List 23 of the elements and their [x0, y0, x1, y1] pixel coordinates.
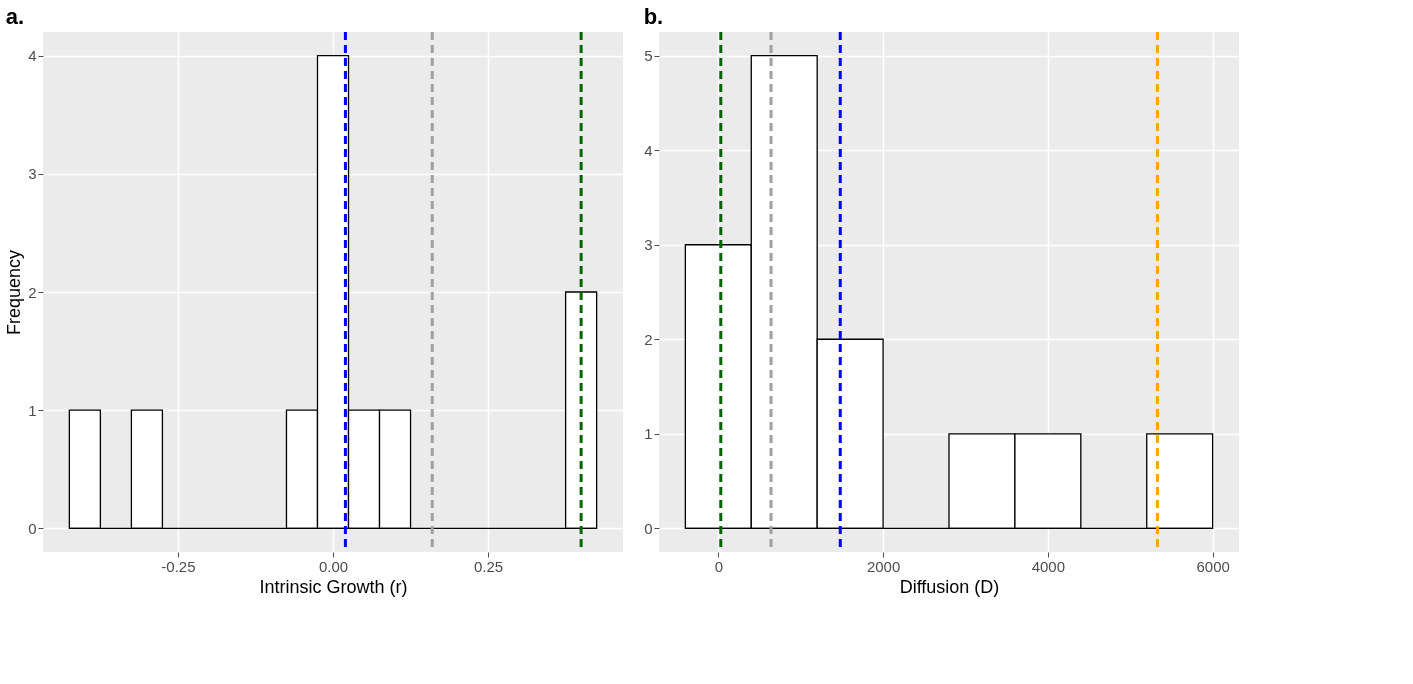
x-axis-title: Intrinsic Growth (r) — [259, 576, 408, 597]
x-tick-label: 6000 — [1196, 557, 1230, 575]
x-tick-label: 0.25 — [473, 557, 504, 575]
x-tick-label: 4000 — [1031, 557, 1066, 575]
x-tick-label: 0.00 — [318, 557, 349, 575]
y-tick-label: 5 — [644, 47, 653, 65]
y-tick-label: 3 — [644, 236, 653, 254]
y-tick-label: 4 — [28, 47, 37, 65]
y-tick-label: 0 — [644, 519, 653, 537]
x-tick-label: 2000 — [866, 557, 901, 575]
x-tick-label: 0 — [714, 557, 723, 575]
y-tick-label: 2 — [644, 330, 653, 348]
chart-title: b. — [643, 3, 664, 29]
y-tick-label: 0 — [28, 519, 37, 537]
y-tick-label: 3 — [28, 165, 37, 183]
y-tick-label: 2 — [28, 283, 37, 301]
y-tick-label: 1 — [644, 425, 653, 443]
y-tick-label: 1 — [28, 401, 37, 419]
y-axis-title: Frequency — [4, 249, 25, 336]
x-tick-label: -0.25 — [161, 557, 196, 575]
y-tick-label: 4 — [644, 141, 653, 159]
chart-title: a. — [5, 3, 25, 29]
x-axis-title: Diffusion (D) — [899, 576, 1000, 597]
